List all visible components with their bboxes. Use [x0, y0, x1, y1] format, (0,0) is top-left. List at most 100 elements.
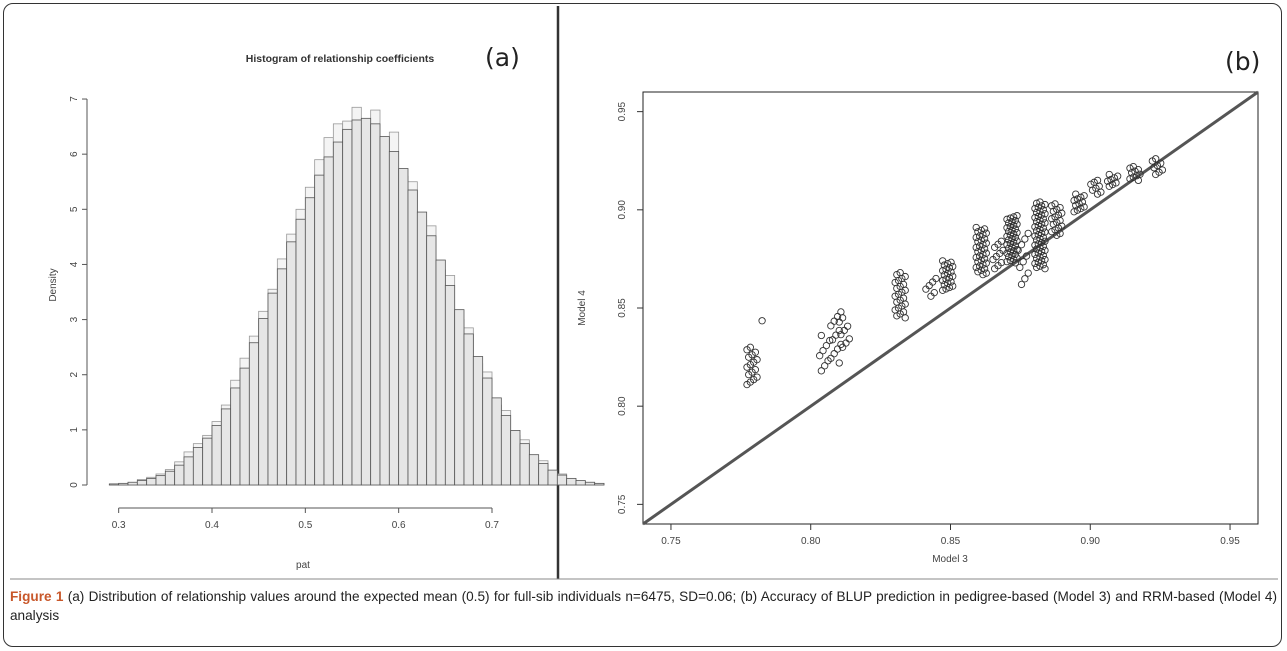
scatter-x-tick-label: 0.95	[1220, 536, 1240, 547]
scatter-point	[1105, 170, 1113, 179]
scatter-point	[1004, 219, 1013, 227]
scatter-point	[1031, 241, 1039, 249]
histogram-bar	[127, 481, 138, 486]
histogram-bar	[174, 464, 185, 486]
histogram-bar	[398, 168, 409, 486]
scatter-point	[827, 322, 835, 330]
scatter-point	[1031, 223, 1039, 231]
figure-frame	[3, 3, 1282, 647]
scatter-point	[1034, 240, 1042, 248]
scatter-point	[901, 272, 909, 281]
scatter-point	[746, 343, 754, 351]
scatter-point	[817, 331, 825, 340]
scatter-point	[1006, 256, 1014, 265]
histogram-axes: 0.3 0.4 0.5 0.6 0.7 0 1 2 3 4 5 6 7	[69, 96, 499, 531]
scatter-point	[837, 308, 845, 316]
scatter-point	[1024, 229, 1032, 238]
histogram-bar	[164, 470, 176, 486]
scatter-point	[1032, 263, 1041, 272]
scatter-point	[1003, 241, 1011, 249]
histogram-bar	[248, 342, 260, 486]
histogram-bar	[519, 443, 530, 486]
scatter-point	[1036, 198, 1044, 206]
histogram-bar	[146, 477, 157, 486]
histogram-y-tick-label: 1	[69, 427, 80, 433]
scatter-panel: (b) 0.75 0.80 0.85 0.90 0.95 0.75 0.80 0.85 0.90…	[577, 47, 1260, 565]
scatter-point	[817, 367, 825, 375]
scatter-point	[1017, 241, 1026, 249]
histogram-bar	[407, 189, 418, 486]
histogram-bar	[416, 211, 428, 486]
scatter-point	[828, 336, 837, 344]
histogram-bar	[267, 292, 278, 486]
histogram-bar	[286, 241, 297, 486]
scatter-point	[940, 261, 948, 269]
panel-a-tag: (a)	[485, 43, 520, 72]
scatter-point	[832, 331, 840, 339]
scatter-point	[1152, 155, 1160, 163]
scatter-y-tick-label: 0.90	[617, 200, 628, 220]
scatter-y-tick-label: 0.80	[617, 396, 628, 416]
histogram-bar	[230, 387, 241, 486]
scatter-point	[1032, 245, 1041, 253]
histogram-bar	[323, 156, 334, 486]
scatter-point	[932, 274, 940, 283]
scatter-point	[1003, 215, 1011, 223]
histogram-bar	[332, 141, 344, 486]
scatter-point	[1006, 239, 1014, 248]
scatter-point	[1031, 204, 1039, 213]
histogram-bar	[276, 268, 288, 486]
scatter-point	[1107, 175, 1115, 184]
histogram-bar	[239, 367, 250, 486]
scatter-point	[1080, 192, 1088, 200]
scatter-point	[1105, 182, 1113, 190]
histogram-bar	[547, 469, 558, 486]
scatter-point	[1031, 250, 1039, 258]
scatter-point	[1019, 258, 1027, 266]
panel-b-tag: (b)	[1225, 47, 1260, 76]
histogram-bar	[444, 284, 456, 486]
scatter-point	[1010, 213, 1018, 221]
histogram-bar	[575, 480, 586, 486]
scatter-point	[1021, 235, 1029, 243]
scatter-point	[980, 225, 989, 233]
scatter-point	[835, 359, 843, 367]
scatter-point	[1024, 269, 1032, 277]
scatter-point	[833, 312, 842, 321]
scatter-point	[843, 322, 852, 330]
scatter-axes: 0.75 0.80 0.85 0.90 0.95 0.75 0.80 0.85 0.90 0.95	[617, 101, 1240, 547]
scatter-point	[826, 336, 834, 345]
scatter-point	[1129, 162, 1137, 171]
scatter-point	[1003, 224, 1011, 232]
scatter-point	[1004, 236, 1013, 244]
scatter-point	[1016, 263, 1024, 272]
scatter-point	[816, 352, 824, 360]
histogram-bar	[435, 259, 446, 486]
scatter-point	[997, 237, 1006, 245]
scatter-point	[835, 326, 843, 335]
histogram-bar	[594, 482, 605, 486]
histogram-bar	[510, 430, 521, 486]
histogram-bar	[202, 437, 213, 486]
scatter-x-axis-label: Model 3	[932, 554, 968, 565]
scatter-point	[1034, 221, 1042, 230]
scatter-x-tick-label: 0.90	[1081, 536, 1101, 547]
scatter-y-axis-label: Model 4	[577, 290, 588, 326]
histogram-bar	[155, 475, 166, 486]
scatter-point	[1080, 203, 1088, 211]
scatter-point	[1058, 222, 1066, 230]
scatter-point	[1058, 209, 1066, 217]
scatter-point	[1031, 259, 1039, 268]
scatter-point	[1110, 174, 1118, 182]
histogram-y-tick-label: 4	[69, 261, 80, 267]
histogram-y-tick-label: 7	[69, 96, 80, 102]
scatter-point	[845, 335, 853, 343]
scatter-point	[1034, 203, 1042, 211]
histogram-x-tick-label: 0.3	[112, 520, 126, 531]
scatter-point	[1031, 232, 1039, 240]
histogram-bar	[491, 397, 502, 486]
scatter-point	[1004, 244, 1013, 252]
scatter-point	[939, 257, 947, 265]
histogram-x-tick-label: 0.4	[205, 520, 219, 531]
